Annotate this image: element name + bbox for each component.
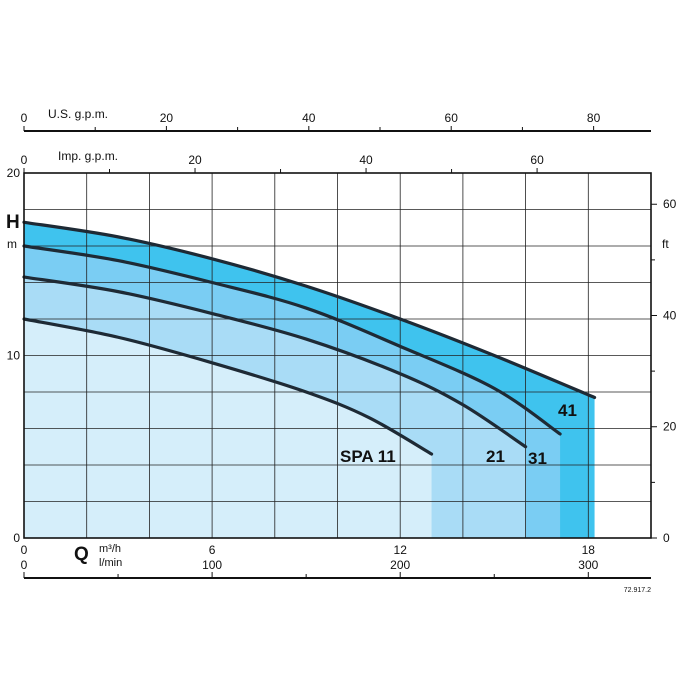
ft-tick-label: 20 [663,420,677,434]
series-label: SPA 11 [340,447,396,466]
top-axis-imp-label: Imp. g.p.m. [58,149,118,163]
y-tick-label: 20 [7,166,21,180]
x-axis-unit-primary: m³/h [99,543,121,555]
ft-tick-label: 60 [663,197,677,211]
series-fills [24,222,595,538]
y-axis-unit: m [7,237,17,251]
imp-tick-label: 0 [21,153,28,167]
x-axis-symbol: Q [74,544,89,565]
footnote-code: 72.917.2 [624,587,651,594]
series-curves [22,220,597,456]
x-tick-label: 6 [209,543,216,557]
series-line [22,275,528,449]
series-line [22,220,597,400]
x-tick-label: 0 [21,543,28,557]
x-tick-label: 12 [394,543,408,557]
imp-tick-label: 60 [530,153,544,167]
us-tick-label: 60 [445,111,459,125]
ft-tick-label: 40 [663,308,677,322]
top-axis-us-label: U.S. g.p.m. [48,107,108,121]
lmin-tick-label: 200 [390,558,410,572]
us-tick-label: 0 [21,111,28,125]
us-tick-label: 20 [160,111,174,125]
series-label: 41 [558,401,577,420]
ft-tick-label: 0 [663,531,670,545]
grid [24,173,651,538]
series-line [22,244,562,436]
us-tick-label: 80 [587,111,601,125]
imp-tick-label: 20 [188,153,202,167]
series-label: 31 [528,449,547,468]
series-line [22,317,434,456]
x-axis-unit-secondary: l/min [99,557,122,569]
y-axis-symbol: H [6,212,20,233]
plot-border [23,172,652,539]
series-label: 21 [486,447,505,466]
y-tick-label: 0 [13,531,20,545]
plot-frame [23,172,652,539]
lmin-tick-label: 100 [202,558,222,572]
y-axis-right-unit: ft [662,237,669,251]
y-tick-label: 10 [7,349,21,363]
lmin-tick-label: 300 [578,558,598,572]
x-tick-label: 18 [582,543,596,557]
us-tick-label: 40 [302,111,316,125]
imp-tick-label: 40 [359,153,373,167]
lmin-tick-label: 0 [21,558,28,572]
